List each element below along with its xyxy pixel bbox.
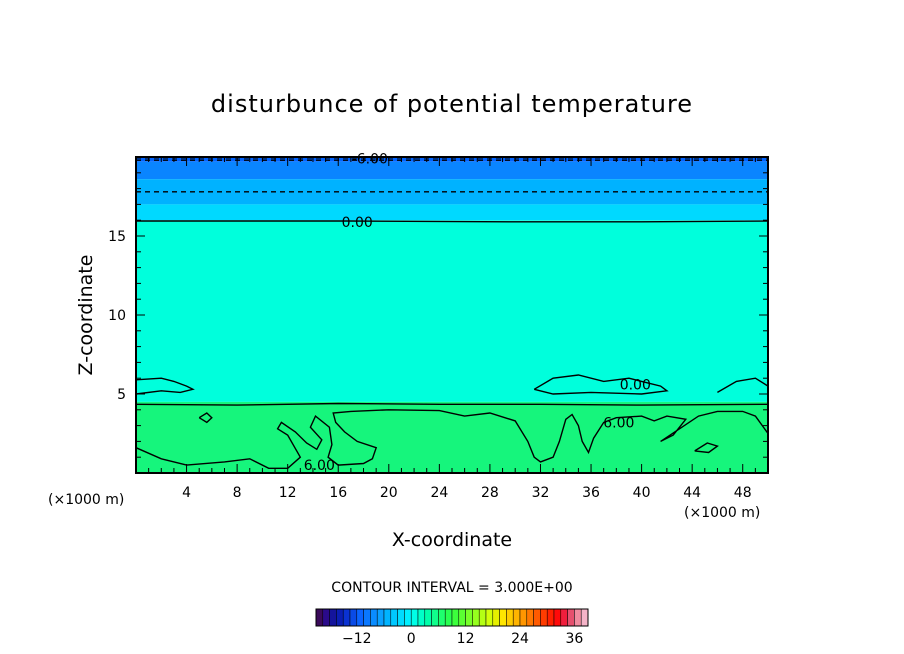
colorbar-cell [390,608,398,627]
colorbar-cell [451,608,460,627]
colorbar-cell [533,608,541,627]
colorbar-cell [465,608,473,627]
x-tick-label: 44 [683,485,701,501]
contour-six-loop-a [198,412,213,424]
colorbar-tick-label: 0 [407,631,416,647]
colorbar-cell [444,608,453,627]
colorbar-cell [546,608,555,627]
colorbar-cell [485,608,494,627]
chart-title: disturbunce of potential temperature [211,90,693,118]
axis-ticks [136,157,768,473]
fill-band-3 [136,204,768,221]
x-tick-label: 24 [430,485,448,501]
y-axis-title: Z-coordinate [75,255,97,376]
x-tick-labels: 4 8 12 16 20 24 28 32 36 40 44 48 [182,485,752,501]
x-axis-title: X-coordinate [392,529,512,551]
colorbar-cell [553,608,562,627]
colorbar-cell [376,608,385,627]
x-tick-label: 16 [329,485,347,501]
x-tick-label: 40 [633,485,651,501]
contour-label: 6.00 [304,458,335,474]
colorbar-cell [499,608,507,627]
colorbar-cell [336,608,344,627]
colorbar-cell [526,608,534,627]
colorbar-tick-label: 24 [511,631,529,647]
colorbar-cell [315,608,324,627]
contour-zero-right-lobe [533,374,669,395]
colorbar-frame [315,608,589,627]
contour-label: 6.00 [603,415,634,431]
colorbar-cell [540,608,548,627]
colorbar-cell [512,608,521,627]
colorbar-cell [329,608,337,627]
x-tick-label: 20 [380,485,398,501]
colorbar-cell [370,608,378,627]
y-unit-label: (×1000 m) [48,492,124,508]
x-tick-label: 12 [279,485,297,501]
colorbar-cell [472,608,480,627]
contour-zero-edge-lobe [717,377,769,394]
colorbar-cell [417,608,426,627]
colorbar-cell [506,608,514,627]
colorbar-tick-labels: −12 0 12 24 36 [342,631,583,647]
colorbar-cell [397,608,405,627]
colorbar-cell [356,608,364,627]
colorbar-cell [567,608,575,627]
contour-labels: -6.00 0.00 0.00 6.00 6.00 [304,152,651,475]
y-tick-label: 10 [108,308,126,324]
fill-band-5 [136,401,768,473]
colorbar-cell [424,608,432,627]
contour-label: -6.00 [352,152,388,168]
colorbar-cell [349,608,358,627]
fill-band-1 [136,161,768,180]
contour-interval-text: CONTOUR INTERVAL = 3.000E+00 [331,580,572,596]
colorbar-cell [363,608,371,627]
x-tick-label: 28 [481,485,499,501]
y-tick-label: 5 [117,387,126,403]
x-tick-label: 36 [582,485,600,501]
contour-label: 0.00 [620,378,651,394]
colorbar-tick-label: 36 [565,631,583,647]
colorbar-cell [580,608,589,627]
plot-fill-bands [136,157,768,473]
colorbar-cell [519,608,528,627]
contour-zero-lower [135,402,769,406]
colorbar-cell [431,608,439,627]
contour-zero-upper [136,220,769,223]
y-tick-label: 15 [108,229,126,245]
colorbar-cell [410,608,419,627]
colorbar-cell [478,608,487,627]
colorbar-cell [458,608,466,627]
colorbar-cell [322,608,330,627]
colorbar-cell [404,608,412,627]
colorbar-tick-label: −12 [342,631,372,647]
contour-label: 0.00 [342,215,373,231]
contour-zero-left-lobe [135,377,195,395]
colorbar-cell [560,608,568,627]
fill-band-4 [136,220,768,402]
x-unit-label: (×1000 m) [684,505,760,521]
x-tick-label: 8 [233,485,242,501]
colorbar-cell [438,608,446,627]
colorbar [315,608,589,627]
x-tick-label: 4 [182,485,191,501]
y-tick-labels: 5 10 15 [108,229,126,403]
colorbar-cell [383,608,392,627]
x-tick-label: 48 [734,485,752,501]
colorbar-cell [492,608,500,627]
colorbar-cell [574,608,582,627]
colorbar-tick-label: 12 [457,631,475,647]
colorbar-cell [342,608,351,627]
x-tick-label: 32 [532,485,550,501]
contour-six [135,409,769,469]
contour-six-loop-b [694,442,719,454]
